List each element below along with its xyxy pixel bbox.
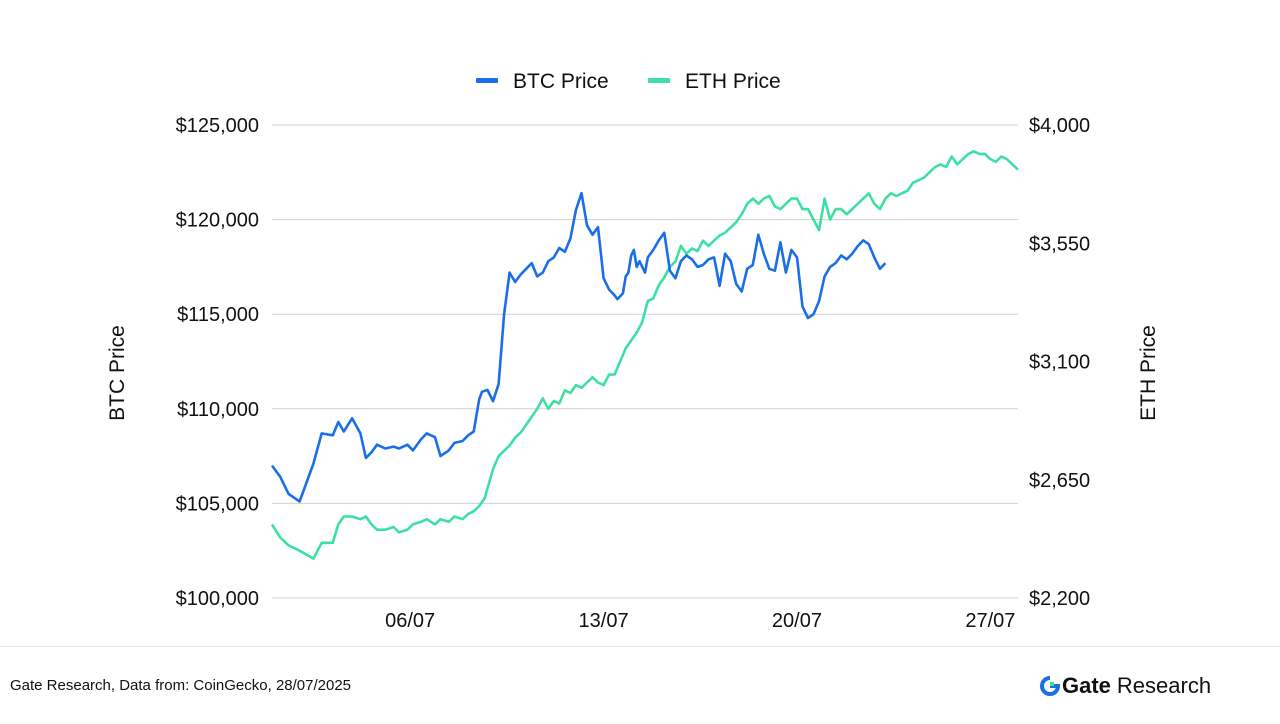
eth-axis-ticks: $2,200 $2,650 $3,100 $3,550 $4,000 xyxy=(1029,115,1090,610)
eth-price-line xyxy=(270,150,1019,560)
brand-sub: Research xyxy=(1116,673,1212,698)
eth-tick-label: $4,000 xyxy=(1029,115,1090,137)
btc-tick-label: $125,000 xyxy=(176,115,259,137)
legend: BTC Price ETH Price xyxy=(476,70,781,93)
date-tick-label: 27/07 xyxy=(965,610,1015,632)
btc-axis-ticks: $100,000 $105,000 $110,000 $115,000 $120,000… xyxy=(176,115,259,610)
date-tick-label: 06/07 xyxy=(385,610,435,632)
price-chart: $100,000 $105,000 $110,000 $115,000 $120,000… xyxy=(106,70,1160,632)
eth-tick-label: $2,200 xyxy=(1029,588,1090,610)
btc-price-line xyxy=(270,191,887,503)
left-axis-title: BTC Price xyxy=(106,325,129,421)
eth-tick-label: $2,650 xyxy=(1029,470,1090,492)
eth-tick-label: $3,100 xyxy=(1029,352,1090,374)
brand-name: Gate xyxy=(1062,673,1111,698)
legend-eth-label: ETH Price xyxy=(685,70,781,93)
gate-logo-icon xyxy=(1040,676,1060,696)
btc-tick-label: $100,000 xyxy=(176,588,259,610)
btc-tick-label: $110,000 xyxy=(177,399,259,421)
legend-btc-swatch xyxy=(476,78,498,83)
gridlines xyxy=(272,124,1018,599)
source-note: Gate Research, Data from: CoinGecko, 28/… xyxy=(10,677,352,694)
date-tick-label: 20/07 xyxy=(772,610,822,632)
eth-tick-label: $3,550 xyxy=(1029,233,1090,255)
brand-logo: Gate Research xyxy=(1040,672,1211,700)
legend-btc-label: BTC Price xyxy=(513,70,609,93)
btc-tick-label: $115,000 xyxy=(177,304,259,326)
btc-tick-label: $120,000 xyxy=(176,210,259,232)
btc-tick-label: $105,000 xyxy=(176,493,259,515)
date-tick-label: 13/07 xyxy=(579,610,629,632)
footer-divider xyxy=(0,646,1280,647)
legend-eth-swatch xyxy=(648,78,670,83)
date-axis-ticks: 06/07 13/07 20/07 27/07 xyxy=(385,610,1015,632)
right-axis-title: ETH Price xyxy=(1137,325,1160,421)
